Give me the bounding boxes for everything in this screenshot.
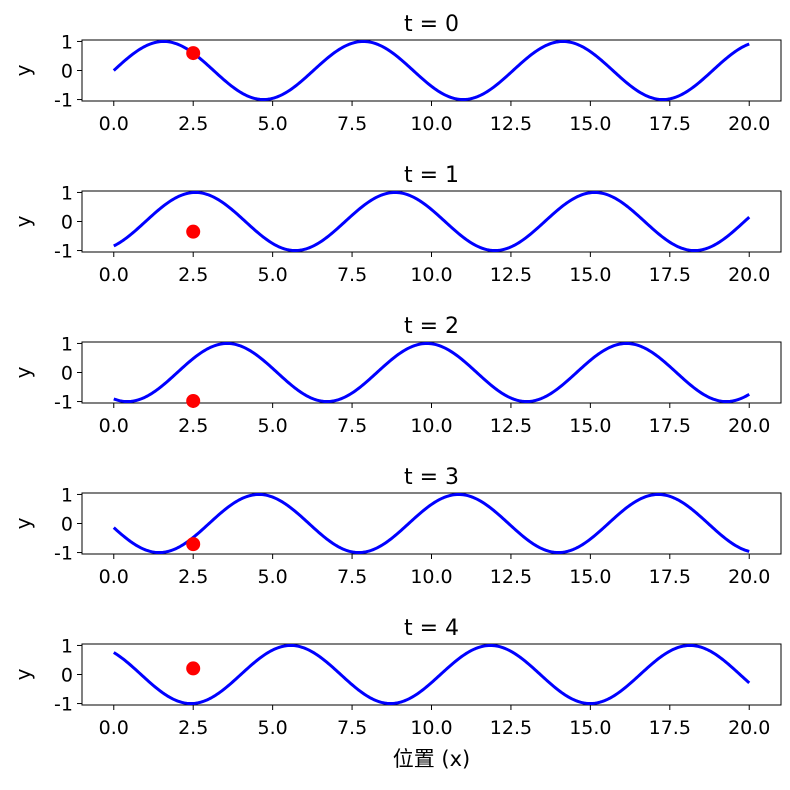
y-tick-label: -1 bbox=[54, 241, 73, 263]
x-tick-label: 15.0 bbox=[569, 566, 611, 588]
x-tick-label: 20.0 bbox=[728, 717, 770, 739]
x-tick-label: 7.5 bbox=[337, 264, 367, 286]
x-tick-label: 7.5 bbox=[337, 566, 367, 588]
x-tick-label: 5.0 bbox=[258, 415, 288, 437]
x-tick-label: 0.0 bbox=[99, 264, 129, 286]
x-tick-label: 17.5 bbox=[649, 264, 691, 286]
marker-point bbox=[186, 537, 201, 552]
x-tick-label: 17.5 bbox=[649, 415, 691, 437]
x-tick-label: 2.5 bbox=[178, 415, 208, 437]
panel-title: t = 2 bbox=[404, 314, 459, 339]
x-tick-label: 0.0 bbox=[99, 717, 129, 739]
wave-line bbox=[112, 39, 750, 102]
x-tick-label: 10.0 bbox=[410, 717, 452, 739]
x-tick-label: 7.5 bbox=[337, 415, 367, 437]
x-tick-label: 20.0 bbox=[728, 415, 770, 437]
y-tick-label: -1 bbox=[54, 543, 73, 565]
x-tick-label: 15.0 bbox=[569, 264, 611, 286]
axes-frame bbox=[81, 643, 782, 706]
y-tick-label: 0 bbox=[61, 514, 73, 536]
y-axis-label: y bbox=[11, 366, 35, 378]
marker-point bbox=[186, 224, 201, 239]
y-axis-label: y bbox=[11, 64, 35, 76]
marker-point bbox=[186, 393, 201, 408]
x-tick-label: 12.5 bbox=[490, 566, 532, 588]
x-tick-label: 20.0 bbox=[728, 566, 770, 588]
x-tick-label: 5.0 bbox=[258, 113, 288, 135]
x-tick-label: 12.5 bbox=[490, 264, 532, 286]
x-tick-label: 12.5 bbox=[490, 113, 532, 135]
x-tick-label: 20.0 bbox=[728, 113, 770, 135]
x-tick-label: 0.0 bbox=[99, 415, 129, 437]
x-tick-label: 17.5 bbox=[649, 566, 691, 588]
wave-line bbox=[113, 190, 751, 253]
x-tick-label: 15.0 bbox=[569, 717, 611, 739]
x-tick-label: 5.0 bbox=[258, 717, 288, 739]
x-tick-label: 10.0 bbox=[410, 264, 452, 286]
y-tick-label: -1 bbox=[54, 694, 73, 716]
wave-line bbox=[112, 643, 751, 706]
y-tick-label: -1 bbox=[54, 392, 73, 414]
y-tick-label: 0 bbox=[61, 212, 73, 234]
x-tick-label: 5.0 bbox=[258, 566, 288, 588]
y-tick-label: 1 bbox=[61, 333, 73, 355]
y-tick-label: 1 bbox=[61, 484, 73, 506]
x-tick-label: 17.5 bbox=[649, 717, 691, 739]
x-tick-label: 7.5 bbox=[337, 113, 367, 135]
y-tick-label: -1 bbox=[54, 90, 73, 112]
x-tick-label: 15.0 bbox=[569, 415, 611, 437]
x-tick-label: 12.5 bbox=[490, 717, 532, 739]
x-tick-label: 15.0 bbox=[569, 113, 611, 135]
x-tick-label: 0.0 bbox=[99, 566, 129, 588]
y-tick-label: 0 bbox=[61, 363, 73, 385]
wave-line bbox=[112, 492, 750, 555]
y-axis-label: y bbox=[11, 517, 35, 529]
x-tick-label: 7.5 bbox=[337, 717, 367, 739]
x-tick-label: 5.0 bbox=[258, 264, 288, 286]
x-tick-label: 17.5 bbox=[649, 113, 691, 135]
x-tick-label: 2.5 bbox=[178, 717, 208, 739]
y-axis-label: y bbox=[11, 215, 35, 227]
x-axis-label: 位置 (x) bbox=[393, 747, 471, 771]
y-tick-label: 1 bbox=[61, 635, 73, 657]
x-tick-label: 10.0 bbox=[410, 415, 452, 437]
marker-point bbox=[186, 46, 201, 61]
y-tick-label: 1 bbox=[61, 31, 73, 53]
y-tick-label: 0 bbox=[61, 61, 73, 83]
x-tick-label: 20.0 bbox=[728, 264, 770, 286]
panel-title: t = 3 bbox=[404, 465, 459, 490]
axes-frame bbox=[81, 190, 782, 253]
panel-title: t = 0 bbox=[404, 12, 459, 37]
y-axis-label: y bbox=[11, 668, 35, 680]
x-tick-label: 0.0 bbox=[99, 113, 129, 135]
marker-point bbox=[186, 661, 201, 676]
panel-title: t = 4 bbox=[404, 616, 459, 641]
x-tick-label: 2.5 bbox=[178, 264, 208, 286]
x-tick-label: 12.5 bbox=[490, 415, 532, 437]
y-tick-label: 0 bbox=[61, 665, 73, 687]
x-tick-label: 2.5 bbox=[178, 113, 208, 135]
panel-title: t = 1 bbox=[404, 163, 459, 188]
y-tick-label: 1 bbox=[61, 182, 73, 204]
x-tick-label: 2.5 bbox=[178, 566, 208, 588]
x-tick-label: 10.0 bbox=[410, 113, 452, 135]
wave-line bbox=[113, 341, 750, 404]
x-tick-label: 10.0 bbox=[410, 566, 452, 588]
